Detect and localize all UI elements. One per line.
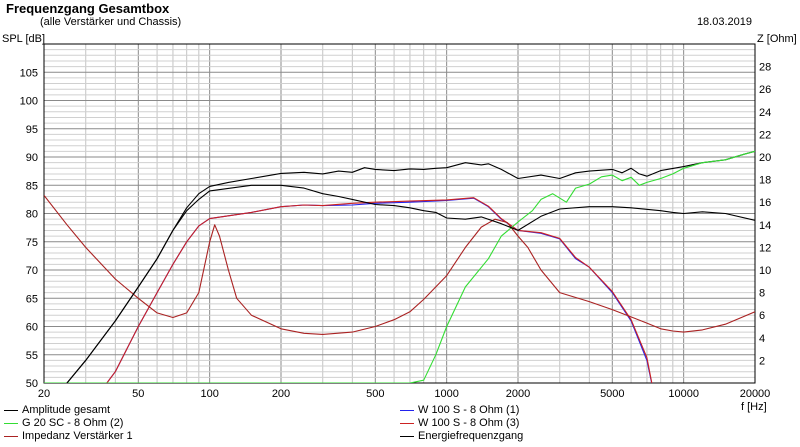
chart-title: Frequenzgang Gesamtbox [6, 1, 170, 16]
legend-item: Amplitude gesamt [4, 404, 110, 416]
y-tick-label: 50 [26, 378, 38, 390]
x-tick-label: 100 [200, 388, 218, 400]
x-tick-label: 10000 [668, 388, 699, 400]
y-tick-label: 70 [26, 265, 38, 277]
series-lines [44, 150, 755, 383]
y2-tick-label: 24 [759, 107, 771, 119]
chart-subtitle: (alle Verstärker und Chassis) [40, 16, 182, 28]
y-tick-label: 95 [26, 124, 38, 136]
x-tick-label: 20 [38, 388, 50, 400]
series-line [66, 150, 755, 383]
legend-label: Impedanz Verstärker 1 [22, 430, 133, 442]
y2-tick-label: 10 [759, 265, 771, 277]
y2-tick-label: 22 [759, 129, 771, 141]
y2-tick-label: 8 [759, 288, 765, 300]
y-tick-label: 100 [20, 96, 38, 108]
chart-date: 18.03.2019 [696, 16, 752, 28]
y-tick-label: 85 [26, 180, 38, 192]
x-tick-label: 2000 [506, 388, 530, 400]
x-tick-label: 500 [366, 388, 384, 400]
y-tick-label: 75 [26, 237, 38, 249]
y2-tick-label: 26 [759, 84, 771, 96]
x-axis-label: f [Hz] [741, 401, 767, 413]
y2-tick-label: 14 [759, 220, 771, 232]
y2-tick-label: 20 [759, 152, 771, 164]
y-axis-label-left: SPL [dB] [2, 33, 46, 45]
y2-tick-label: 4 [759, 333, 765, 345]
legend-label: W 100 S - 8 Ohm (3) [418, 417, 520, 429]
legend-swatch [4, 422, 18, 424]
legend-swatch [4, 435, 18, 437]
series-line [44, 195, 755, 335]
x-tick-label: 50 [132, 388, 144, 400]
series-line [106, 197, 653, 383]
x-tick-label: 1000 [434, 388, 458, 400]
y-tick-label: 55 [26, 350, 38, 362]
y2-tick-label: 2 [759, 355, 765, 367]
x-tick-label: 200 [272, 388, 290, 400]
legend-swatch [400, 409, 414, 411]
legend-label: Amplitude gesamt [22, 404, 111, 416]
y-axis-label-right: Z [Ohm] [757, 33, 797, 45]
legend-swatch [4, 409, 18, 411]
grid [43, 44, 756, 383]
y-tick-label: 80 [26, 209, 38, 221]
y-tick-label: 105 [20, 67, 38, 79]
legend-item: Impedanz Verstärker 1 [4, 430, 133, 442]
axis-ticks: 5055606570758085909510010524681012141618… [20, 62, 772, 400]
legend-item: W 100 S - 8 Ohm (3) [400, 417, 519, 429]
series-line [44, 150, 755, 383]
y-tick-label: 90 [26, 152, 38, 164]
legend-item: G 20 SC - 8 Ohm (2) [4, 417, 123, 429]
legend-item: Energiefrequenzgang [400, 430, 523, 442]
y2-tick-label: 6 [759, 310, 765, 322]
legend-label: Energiefrequenzgang [418, 430, 524, 442]
series-line [66, 184, 755, 383]
y-tick-label: 60 [26, 322, 38, 334]
x-tick-label: 5000 [600, 388, 624, 400]
legend-swatch [400, 422, 414, 424]
legend-label: G 20 SC - 8 Ohm (2) [22, 417, 124, 429]
x-tick-label: 20000 [740, 388, 771, 400]
y2-tick-label: 18 [759, 175, 771, 187]
legend-swatch [400, 435, 414, 437]
legend-item: W 100 S - 8 Ohm (1) [400, 404, 519, 416]
y2-tick-label: 16 [759, 197, 771, 209]
y-tick-label: 65 [26, 293, 38, 305]
legend-label: W 100 S - 8 Ohm (1) [418, 404, 520, 416]
y2-tick-label: 28 [759, 62, 771, 74]
y2-tick-label: 12 [759, 242, 771, 254]
